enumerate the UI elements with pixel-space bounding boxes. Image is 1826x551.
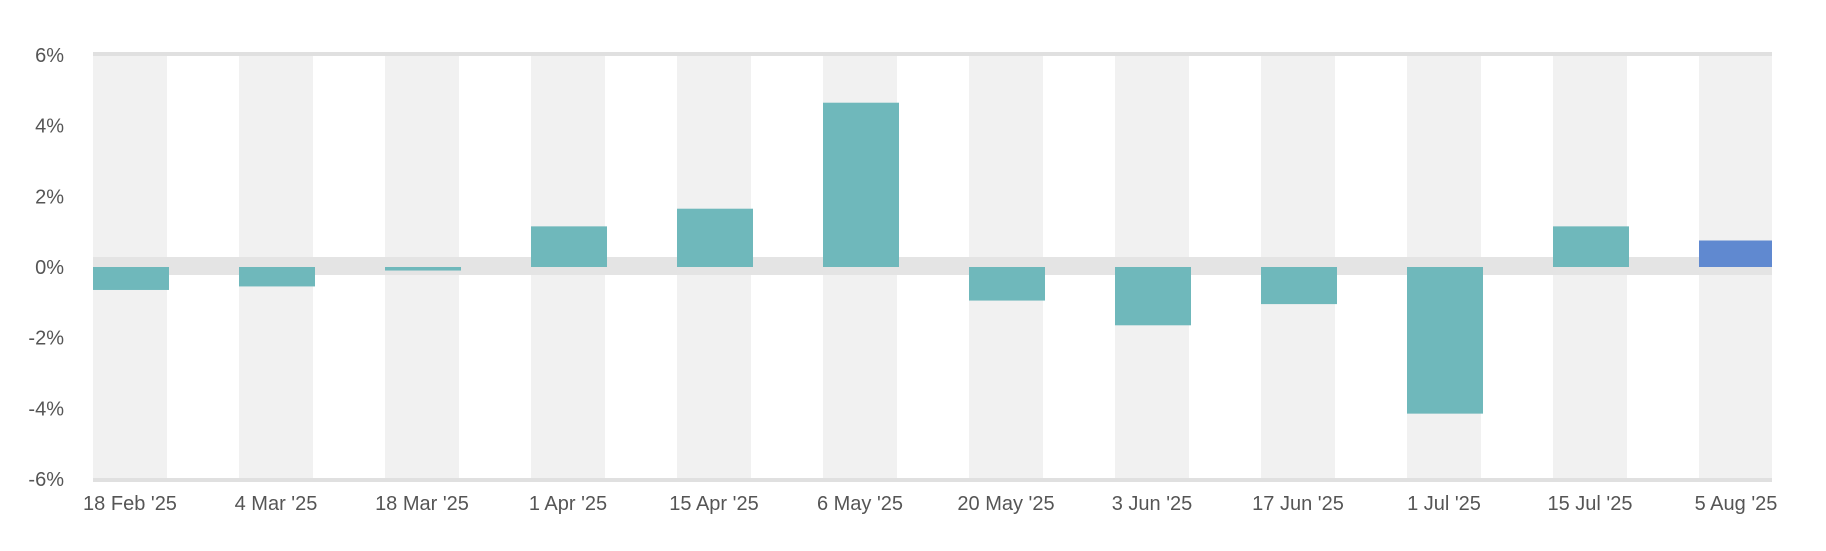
x-tick-label: 3 Jun '25 [1112,493,1193,515]
x-tick-label: 15 Apr '25 [669,493,758,515]
bottom-axis-line [93,478,1772,482]
bar-15-apr-25[interactable] [677,208,753,267]
bar-1-jul-25[interactable] [1407,267,1483,414]
bar-18-feb-25[interactable] [93,267,169,290]
x-axis-ticks: 18 Feb '25 4 Mar '25 18 Mar '25 1 Apr '25 15… [83,493,1777,515]
bar-5-aug-25[interactable] [1699,240,1772,268]
bar-20-may-25[interactable] [969,267,1045,301]
axis-lines [93,52,1772,482]
bar-17-jun-25[interactable] [1261,267,1337,305]
bar-6-may-25[interactable] [823,102,899,267]
y-tick-label: -4% [28,398,64,420]
bar-1-apr-25[interactable] [531,226,607,267]
x-tick-label: 1 Jul '25 [1407,493,1481,515]
y-tick-label: 2% [35,186,64,208]
x-tick-label: 6 May '25 [817,493,903,515]
x-tick-label: 4 Mar '25 [235,493,318,515]
x-tick-label: 5 Aug '25 [1695,493,1778,515]
bar-4-mar-25[interactable] [239,267,315,287]
x-tick-label: 15 Jul '25 [1548,493,1633,515]
x-tick-label: 20 May '25 [957,493,1054,515]
zero-band [93,257,1772,275]
y-tick-label: 4% [35,116,64,138]
bar-18-mar-25[interactable] [385,267,461,271]
bar-15-jul-25[interactable] [1553,226,1629,267]
y-tick-label: 0% [35,257,64,279]
bars [93,102,1772,414]
zero-band-rect [93,257,1772,275]
y-tick-label: 6% [35,45,64,67]
x-tick-label: 18 Feb '25 [83,493,177,515]
top-axis-line [93,52,1772,56]
y-tick-label: -6% [28,469,64,491]
y-axis-ticks: -6% -4% -2% 0% 2% 4% 6% [28,45,64,491]
x-tick-label: 18 Mar '25 [375,493,469,515]
x-tick-label: 17 Jun '25 [1252,493,1344,515]
bar-3-jun-25[interactable] [1115,267,1191,326]
x-tick-label: 1 Apr '25 [529,493,607,515]
y-tick-label: -2% [28,328,64,350]
